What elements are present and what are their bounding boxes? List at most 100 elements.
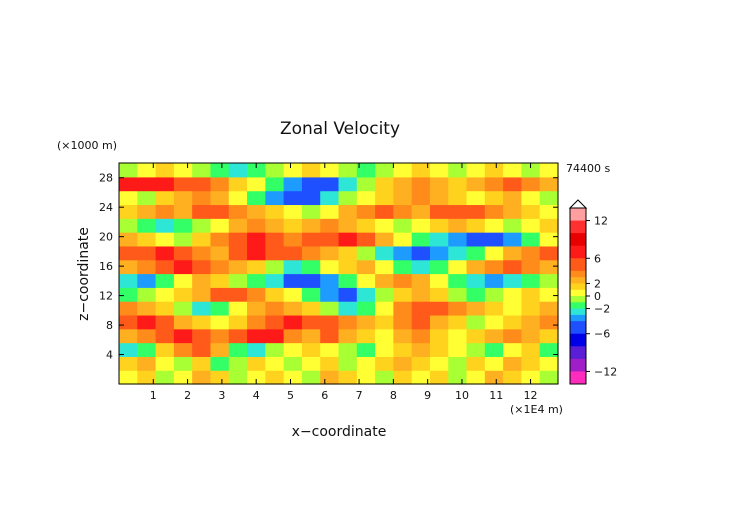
x-tick-label: 2 (184, 389, 191, 402)
heatmap-cell (119, 176, 138, 192)
heatmap-cell (137, 190, 157, 206)
heatmap-cell (356, 218, 376, 233)
heatmap-cell (320, 190, 340, 206)
colorbar-swatch (570, 314, 586, 322)
heatmap-cell (448, 163, 468, 178)
heatmap-cell (137, 273, 157, 288)
heatmap-cell (210, 163, 230, 178)
heatmap-cell (192, 232, 212, 247)
x-tick-label: 1 (150, 389, 157, 402)
heatmap-cell (283, 370, 303, 385)
heatmap-cell (539, 273, 559, 288)
heatmap-cell (155, 356, 175, 371)
x-tick-label: 9 (424, 389, 431, 402)
heatmap-cell (539, 328, 559, 344)
heatmap-cell (192, 190, 212, 206)
heatmap-cell (521, 301, 541, 316)
heatmap-cell (448, 204, 468, 219)
heatmap-cell (539, 301, 559, 316)
heatmap-cell (484, 163, 504, 178)
x-unit-label: (×1E4 m) (510, 403, 563, 416)
heatmap-cell (155, 176, 175, 192)
heatmap-cell (265, 342, 285, 357)
heatmap-cell (301, 328, 321, 344)
heatmap-cell (429, 163, 449, 178)
heatmap-cell (320, 342, 340, 357)
heatmap-cell (210, 328, 230, 344)
heatmap-cell (448, 176, 468, 192)
heatmap-cell (448, 190, 468, 206)
heatmap-cell (283, 287, 303, 302)
heatmap-cell (247, 259, 266, 275)
heatmap-cell (228, 218, 248, 233)
heatmap-cell (119, 314, 138, 330)
heatmap-cell (539, 190, 559, 206)
heatmap-cell (119, 232, 138, 247)
heatmap-cell (375, 370, 394, 385)
heatmap-cell (484, 370, 504, 385)
heatmap-cell (503, 204, 523, 219)
heatmap-cell (137, 232, 157, 247)
heatmap-cell (320, 176, 340, 192)
heatmap-cell (173, 218, 193, 233)
heatmap-cell (356, 190, 376, 206)
heatmap-cell (119, 204, 138, 219)
heatmap-cell (521, 218, 541, 233)
heatmap-cell (119, 287, 138, 302)
heatmap-cell (210, 287, 230, 302)
heatmap-cell (247, 204, 266, 219)
heatmap-cell (320, 245, 340, 261)
heatmap-cell (338, 176, 358, 192)
heatmap-cell (192, 342, 212, 357)
colorbar-extension-arrow (568, 199, 588, 209)
heatmap-cell (539, 356, 559, 371)
heatmap-cell (375, 163, 394, 178)
heatmap-cell (338, 314, 358, 330)
heatmap-cell (301, 176, 321, 192)
heatmap-cell (265, 204, 285, 219)
heatmap-cell (411, 273, 431, 288)
heatmap-cell (228, 176, 248, 192)
heatmap-cell (283, 328, 303, 344)
heatmap-cell (173, 163, 193, 178)
heatmap-cell (338, 204, 358, 219)
heatmap-cell (429, 370, 449, 385)
heatmap-cell (265, 287, 285, 302)
heatmap-cell (228, 314, 248, 330)
heatmap-cell (411, 218, 431, 233)
heatmap-cell (301, 314, 321, 330)
heatmap-cell (119, 356, 138, 371)
heatmap-cell (265, 328, 285, 344)
heatmap-cell (429, 356, 449, 371)
heatmap-cell (484, 259, 504, 275)
heatmap-cell (210, 218, 230, 233)
heatmap-cell (247, 190, 266, 206)
heatmap-cell (429, 176, 449, 192)
heatmap-cell (137, 370, 157, 385)
heatmap-cell (393, 273, 413, 288)
heatmap-cell (265, 314, 285, 330)
x-tick-label: 10 (455, 389, 469, 402)
heatmap-cell (484, 314, 504, 330)
heatmap-cell (228, 301, 248, 316)
heatmap-cell (119, 370, 138, 385)
heatmap-cell (320, 356, 340, 371)
heatmap-cell (466, 273, 486, 288)
heatmap-cell (356, 204, 376, 219)
heatmap-cell (356, 259, 376, 275)
heatmap-cell (521, 356, 541, 371)
colorbar-tick-label: 6 (594, 252, 601, 265)
heatmap-cell (539, 232, 559, 247)
heatmap-cell (210, 259, 230, 275)
heatmap-cell (466, 245, 486, 261)
heatmap-cell (119, 273, 138, 288)
heatmap-cell (429, 245, 449, 261)
heatmap-cell (137, 342, 157, 357)
heatmap-cell (393, 232, 413, 247)
heatmap-cell (338, 356, 358, 371)
heatmap-cell (466, 287, 486, 302)
heatmap-cell (192, 259, 212, 275)
heatmap-cell (429, 273, 449, 288)
heatmap-cell (375, 301, 394, 316)
